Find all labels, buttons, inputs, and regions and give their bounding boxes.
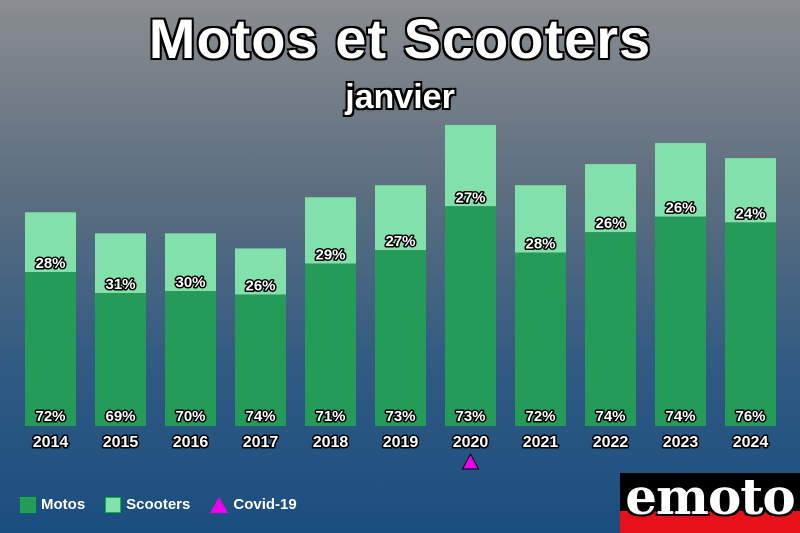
label-scooters-2014: 28% [35, 255, 65, 272]
label-motos-2019: 73% [385, 408, 415, 425]
bar-motos-2022 [585, 232, 636, 426]
label-scooters-2015: 31% [105, 276, 135, 293]
bar-scooters-2017 [235, 248, 286, 295]
bar-motos-2020 [445, 206, 496, 426]
label-motos-2023: 74% [665, 408, 695, 425]
bar-motos-2019 [375, 250, 426, 426]
legend-item-motos: Motos [20, 496, 85, 513]
label-motos-2021: 72% [525, 408, 555, 425]
bar-motos-2024 [725, 222, 776, 426]
bar-scooters-2016 [165, 233, 216, 292]
label-scooters-2024: 24% [735, 205, 765, 222]
bar-scooters-2015 [95, 233, 146, 294]
bar-motos-2017 [235, 294, 286, 426]
x-tick-2018: 2018 [313, 434, 349, 451]
bar-scooters-2014 [25, 212, 76, 273]
label-scooters-2020: 27% [455, 189, 485, 206]
x-tick-2024: 2024 [733, 434, 769, 451]
x-tick-2019: 2019 [383, 434, 419, 451]
legend-item-covid: Covid-19 [210, 496, 297, 513]
label-motos-2017: 74% [245, 408, 275, 425]
bar-scooters-2020 [445, 125, 496, 207]
legend-swatch-motos [20, 496, 36, 513]
covid-triangle-icon [210, 496, 229, 513]
label-motos-2022: 74% [595, 408, 625, 425]
x-tick-2021: 2021 [523, 434, 559, 451]
label-scooters-2023: 26% [665, 200, 695, 217]
bar-scooters-2019 [375, 185, 426, 251]
label-motos-2024: 76% [735, 408, 765, 425]
x-tick-2017: 2017 [243, 434, 279, 451]
legend: Motos Scooters Covid-19 [20, 496, 317, 513]
bar-scooters-2023 [655, 143, 706, 217]
x-tick-2015: 2015 [103, 434, 139, 451]
chart-subtitle: janvier [345, 78, 455, 116]
x-tick-2023: 2023 [663, 434, 699, 451]
label-motos-2018: 71% [315, 408, 345, 425]
label-motos-2020: 73% [455, 408, 485, 425]
label-scooters-2018: 29% [315, 247, 345, 264]
legend-label-covid: Covid-19 [233, 496, 297, 513]
emoto-logo[interactable]: emoto [620, 473, 800, 533]
legend-label-motos: Motos [41, 496, 86, 513]
label-scooters-2017: 26% [245, 278, 275, 295]
label-scooters-2019: 27% [385, 233, 415, 250]
bar-motos-2018 [305, 263, 356, 426]
logo-text: emoto [625, 473, 796, 526]
label-motos-2016: 70% [175, 408, 205, 425]
bar-scooters-2021 [515, 185, 566, 253]
bar-motos-2016 [165, 291, 216, 426]
bar-scooters-2018 [305, 197, 356, 264]
covid-marker-2020 [461, 452, 480, 470]
bar-motos-2015 [95, 293, 146, 426]
x-tick-2022: 2022 [593, 434, 629, 451]
label-scooters-2016: 30% [175, 274, 205, 291]
label-scooters-2021: 28% [525, 236, 555, 253]
x-tick-2020: 2020 [453, 434, 489, 451]
x-tick-2016: 2016 [173, 434, 209, 451]
logo-red-band [620, 511, 800, 533]
legend-swatch-scooters [105, 496, 122, 513]
bar-scooters-2022 [585, 164, 636, 233]
bar-scooters-2024 [725, 158, 776, 223]
label-motos-2015: 69% [105, 408, 135, 425]
bar-motos-2023 [655, 216, 706, 426]
label-scooters-2022: 26% [595, 215, 625, 232]
label-motos-2014: 72% [35, 408, 65, 425]
legend-label-scooters: Scooters [126, 496, 191, 513]
chart-title: Motos et Scooters [148, 7, 652, 70]
bar-motos-2021 [515, 252, 566, 426]
bar-motos-2014 [25, 272, 76, 426]
x-tick-2014: 2014 [33, 434, 69, 451]
legend-item-scooters: Scooters [105, 496, 190, 513]
